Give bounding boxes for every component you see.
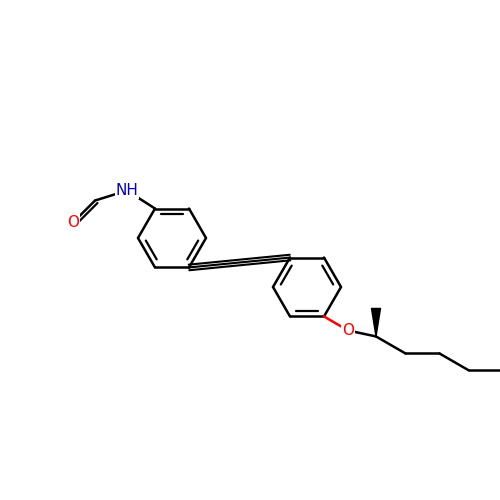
Text: O: O xyxy=(67,215,79,230)
Polygon shape xyxy=(372,308,380,336)
Text: NH: NH xyxy=(116,183,138,198)
Text: O: O xyxy=(342,323,354,338)
